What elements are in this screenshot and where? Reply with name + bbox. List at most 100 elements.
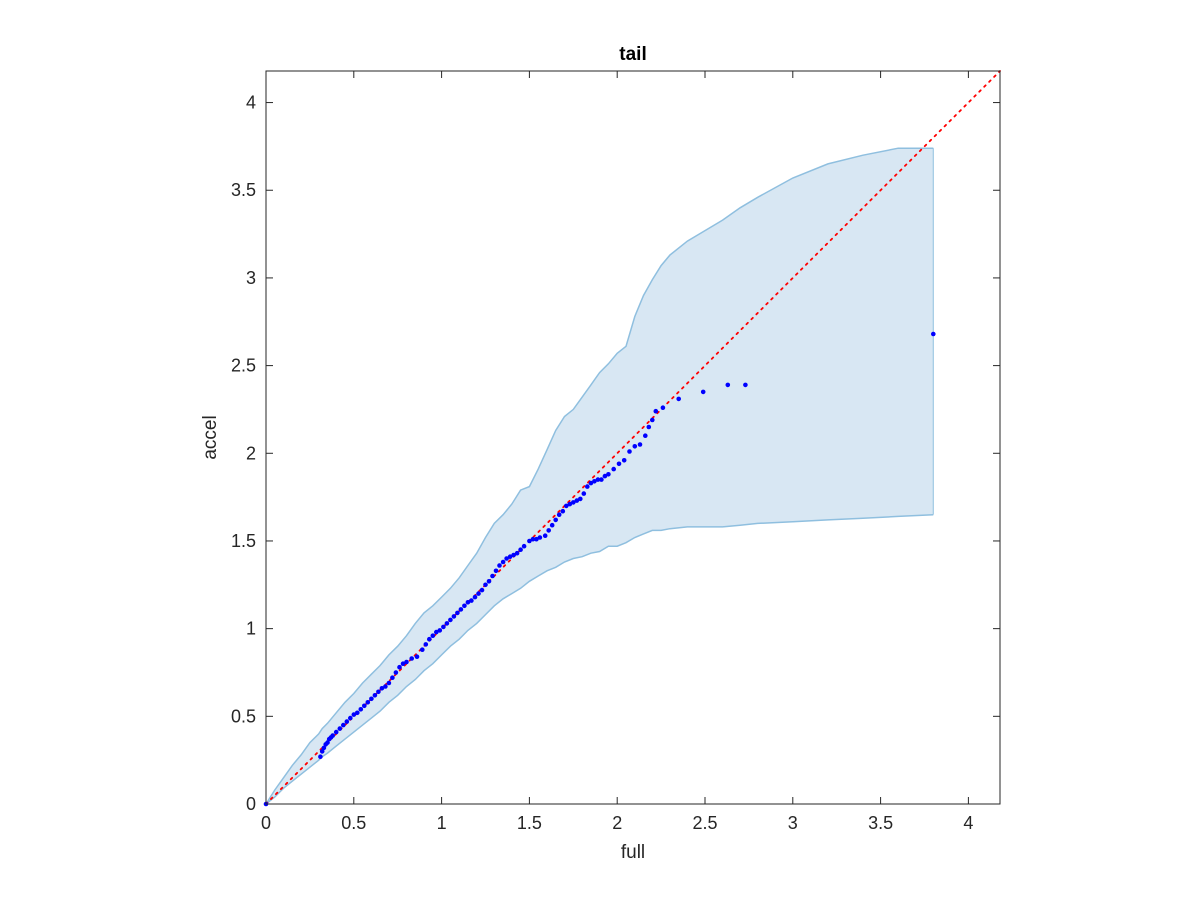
x-tick-label: 3 — [788, 813, 798, 833]
data-point — [441, 624, 446, 630]
data-point — [341, 722, 346, 728]
data-point — [616, 461, 622, 467]
data-point — [588, 480, 594, 486]
data-point — [653, 408, 659, 414]
data-point — [493, 568, 499, 574]
data-point — [483, 582, 488, 588]
data-point — [606, 472, 611, 477]
y-tick-label: 0 — [246, 794, 256, 814]
data-point — [448, 617, 453, 623]
data-point — [427, 636, 432, 642]
y-tick-label: 1 — [246, 619, 256, 639]
data-point — [676, 396, 681, 402]
x-tick-label: 2 — [612, 813, 622, 833]
x-tick-label: 1 — [437, 813, 447, 833]
data-point — [931, 331, 936, 337]
data-point — [542, 533, 548, 538]
data-point — [518, 547, 523, 552]
data-point — [627, 449, 632, 454]
data-point — [465, 600, 471, 605]
data-point — [521, 543, 527, 549]
y-tick-label: 0.5 — [231, 706, 256, 726]
x-tick-label: 0 — [261, 813, 271, 833]
data-point — [400, 661, 406, 666]
reference-line — [265, 70, 1001, 805]
y-tick-label: 2.5 — [231, 356, 256, 376]
data-point — [437, 628, 443, 633]
data-point — [537, 535, 543, 540]
data-point — [497, 563, 502, 568]
data-point — [567, 501, 573, 507]
data-point — [585, 484, 590, 489]
data-point — [632, 444, 638, 449]
chart-title: tail — [619, 44, 646, 65]
data-point — [621, 458, 627, 463]
data-point — [344, 719, 350, 724]
data-point — [479, 587, 485, 593]
data-point — [376, 689, 381, 695]
x-tick-label: 3.5 — [868, 813, 893, 833]
data-point — [333, 729, 339, 735]
data-point — [564, 503, 569, 509]
data-point — [397, 664, 402, 670]
data-point — [355, 710, 360, 716]
data-point — [637, 442, 643, 447]
x-tick-label: 4 — [963, 813, 973, 833]
y-tick-label: 4 — [246, 93, 256, 113]
data-point — [379, 686, 385, 691]
data-point — [599, 477, 604, 482]
data-point — [444, 621, 450, 626]
x-axis-label: full — [621, 842, 645, 863]
data-point — [553, 517, 558, 523]
data-point — [514, 550, 520, 556]
data-point — [643, 433, 648, 439]
scatter-series — [263, 331, 936, 807]
x-tick-label: 0.5 — [341, 813, 366, 833]
y-tick-label: 2 — [246, 443, 256, 463]
data-point — [534, 536, 539, 542]
data-point — [743, 382, 748, 388]
data-point — [490, 573, 495, 579]
data-point — [650, 417, 655, 423]
data-point — [556, 512, 562, 517]
data-point — [318, 754, 323, 759]
data-point — [386, 680, 392, 686]
data-point — [362, 703, 367, 709]
data-point — [560, 508, 566, 514]
data-point — [337, 726, 343, 731]
data-point — [330, 733, 336, 738]
data-point — [700, 389, 706, 395]
y-axis-label: accel — [200, 415, 221, 459]
axes-box — [265, 70, 1001, 805]
y-tick-label: 3.5 — [231, 180, 256, 200]
data-point — [409, 656, 415, 661]
data-point — [549, 522, 555, 528]
data-point — [423, 642, 429, 647]
data-point — [319, 749, 325, 754]
data-point — [581, 491, 587, 496]
confidence-band-fill — [266, 148, 934, 804]
data-point — [725, 382, 731, 388]
plot-area: 0 0.5 1 1.5 2 2.5 3 3.5 4 0 0.5 1 1.5 2 2.5 3 3.5 4 — [231, 70, 1001, 833]
x-tick-label: 1.5 — [517, 813, 542, 833]
data-point — [462, 603, 467, 609]
y-tick-label: 3 — [246, 268, 256, 288]
data-point — [611, 466, 616, 472]
data-point — [571, 500, 576, 505]
data-point — [369, 696, 374, 702]
x-tick-label: 2.5 — [692, 813, 717, 833]
data-point — [530, 536, 536, 542]
data-point — [351, 712, 357, 717]
data-point — [472, 594, 478, 600]
data-point — [393, 670, 399, 675]
confidence-band-upper-edge — [265, 147, 934, 805]
data-point — [414, 654, 420, 659]
data-point — [486, 579, 492, 584]
data-point — [358, 707, 364, 712]
data-point — [430, 633, 436, 638]
data-point — [390, 675, 395, 680]
data-point — [455, 610, 460, 616]
data-point — [602, 473, 608, 479]
data-point — [646, 424, 652, 430]
